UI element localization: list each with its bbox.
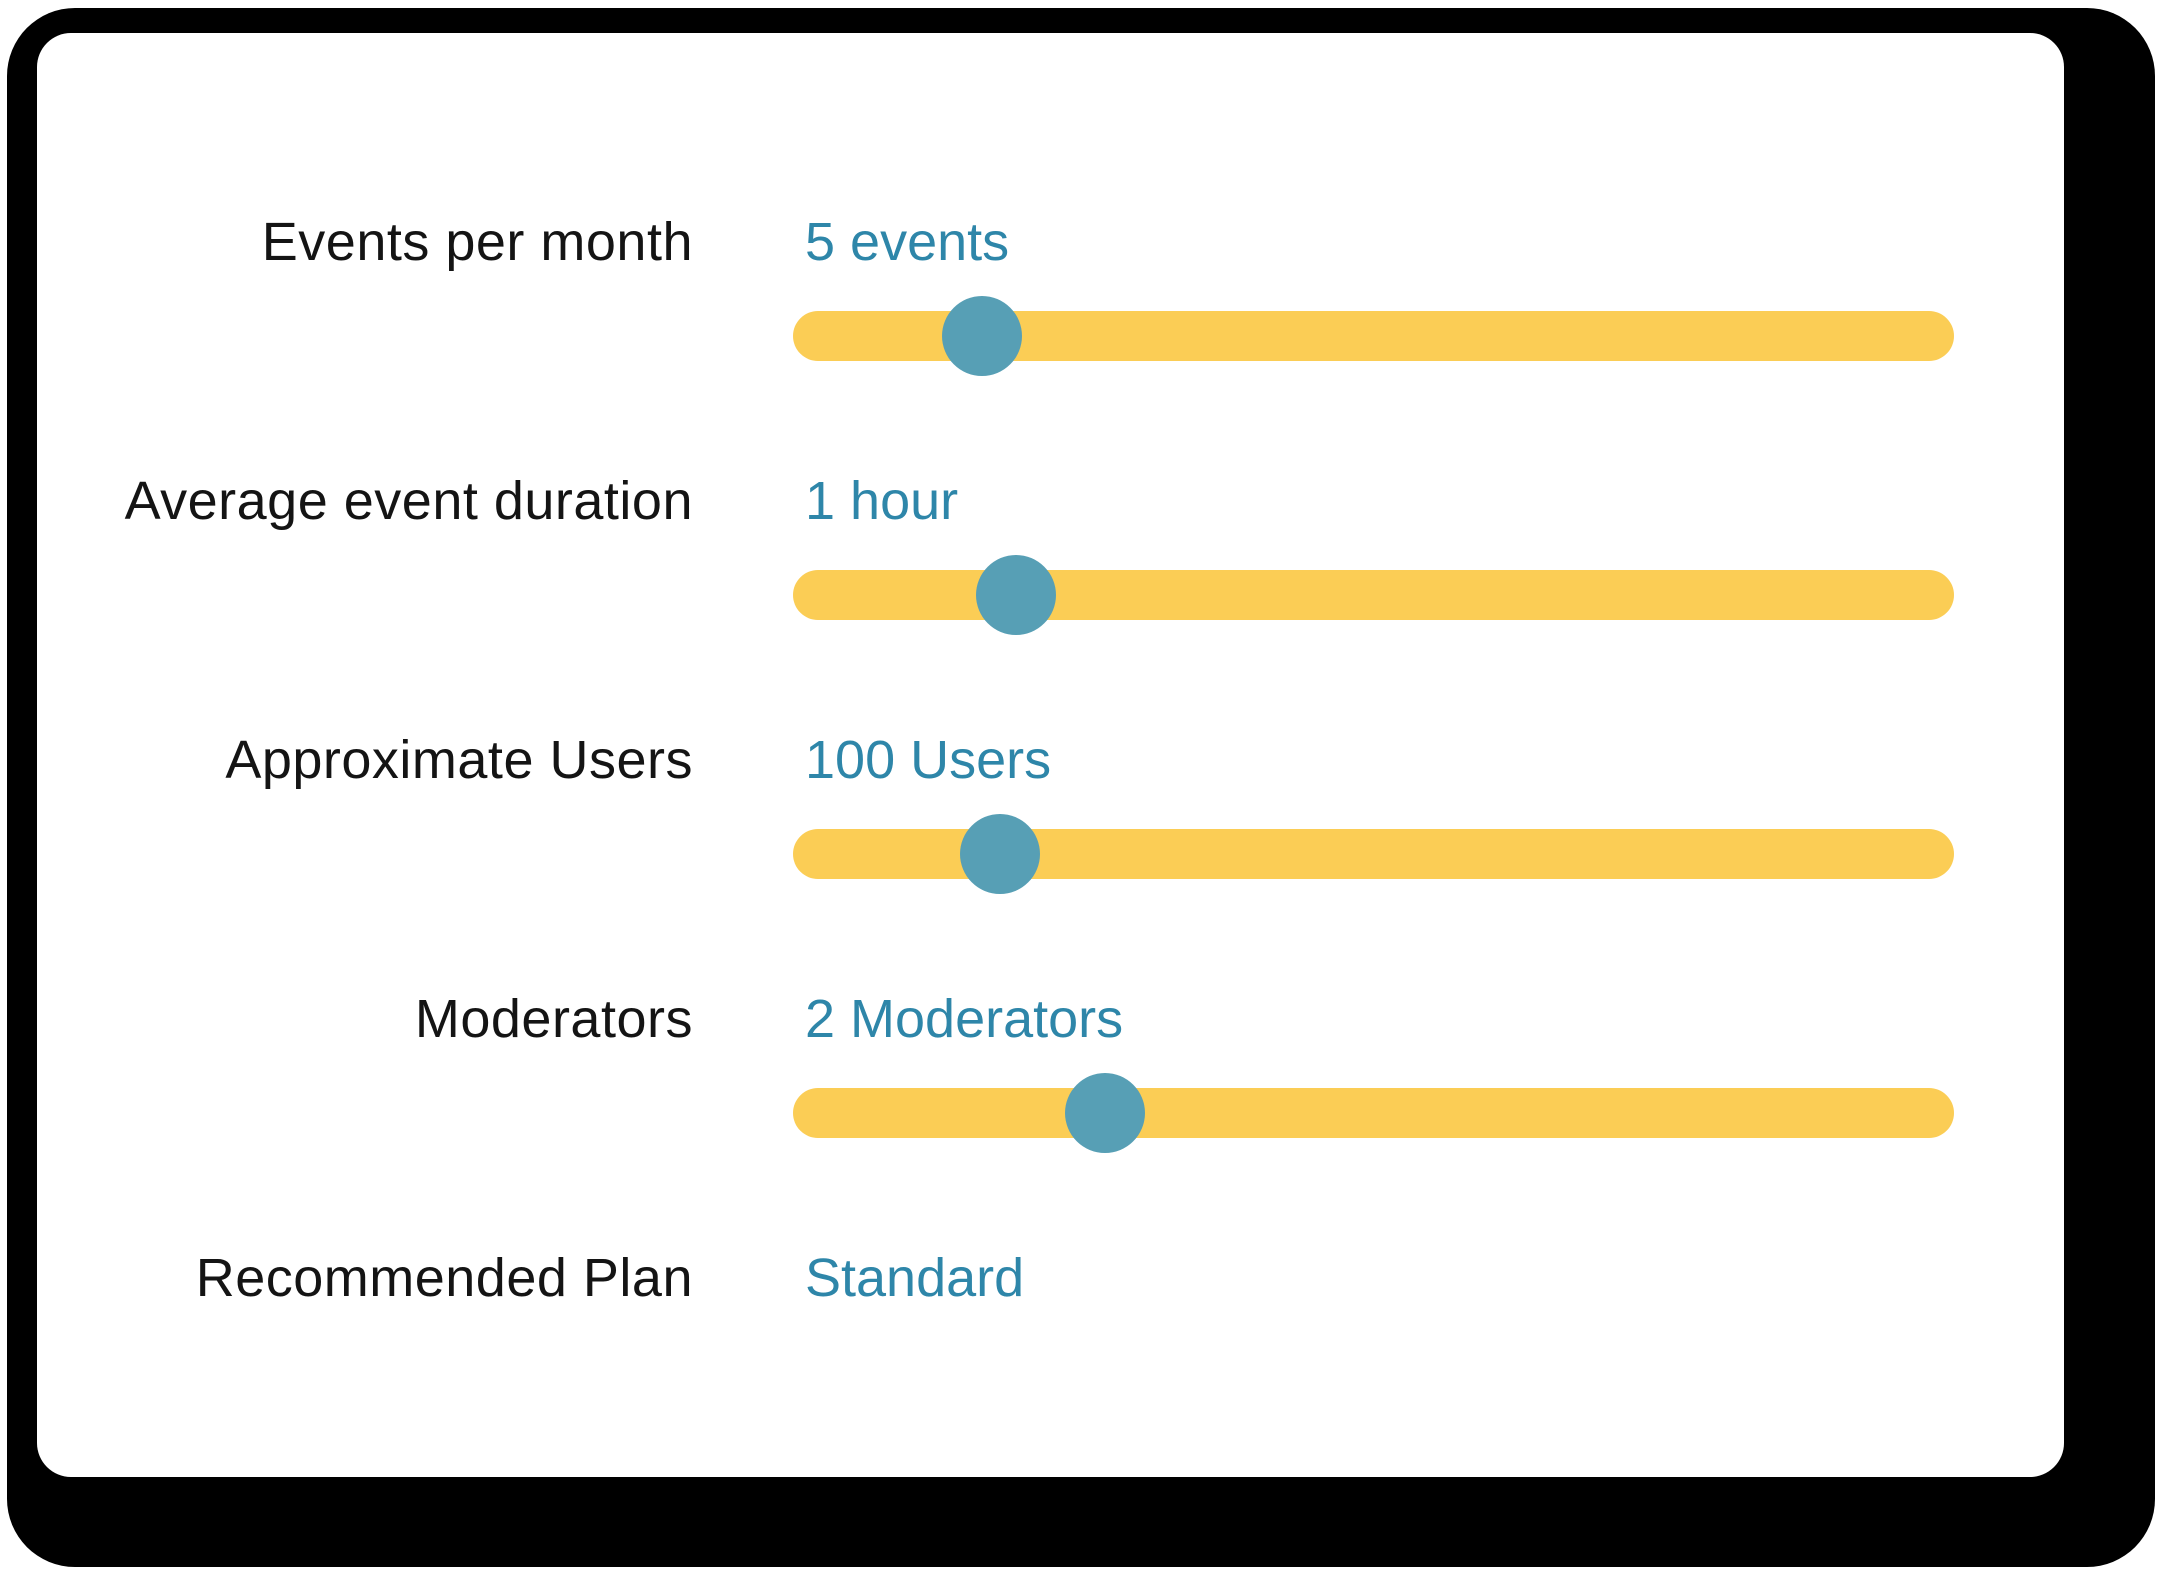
average-event-duration-value: 1 hour xyxy=(805,471,959,531)
calculator-row-users: Approximate Users 100 Users xyxy=(37,727,2064,894)
moderators-slider-track[interactable] xyxy=(793,1073,1954,1153)
moderators-value: 2 Moderators xyxy=(805,989,1124,1049)
calculator-row-moderators: Moderators 2 Moderators xyxy=(37,986,2064,1153)
approximate-users-slider-thumb[interactable] xyxy=(959,814,1040,894)
recommended-plan-value: Standard xyxy=(805,1248,1025,1308)
average-event-duration-label: Average event duration xyxy=(124,471,693,531)
recommended-plan-label: Recommended Plan xyxy=(195,1248,693,1308)
pricing-calculator-card: Events per month 5 events Average event … xyxy=(37,33,2064,1477)
moderators-slider-thumb[interactable] xyxy=(1065,1073,1146,1153)
calculator-row-events: Events per month 5 events xyxy=(37,209,2064,376)
events-per-month-slider-track[interactable] xyxy=(793,296,1954,376)
calculator-row-duration: Average event duration 1 hour xyxy=(37,468,2064,635)
approximate-users-label: Approximate Users xyxy=(225,730,693,790)
average-event-duration-slider-thumb[interactable] xyxy=(975,555,1056,635)
average-event-duration-control: 1 hour xyxy=(793,468,1954,635)
approximate-users-control: 100 Users xyxy=(793,727,1954,894)
moderators-label: Moderators xyxy=(414,989,693,1049)
moderators-control: 2 Moderators xyxy=(793,986,1954,1153)
events-per-month-label: Events per month xyxy=(261,212,693,272)
events-per-month-value: 5 events xyxy=(805,212,1010,272)
recommended-plan-result: Standard xyxy=(793,1245,1954,1311)
events-per-month-slider-thumb[interactable] xyxy=(942,296,1023,376)
approximate-users-value: 100 Users xyxy=(805,730,1052,790)
events-per-month-control: 5 events xyxy=(793,209,1954,376)
approximate-users-slider-track[interactable] xyxy=(793,814,1954,894)
calculator-row-recommended-plan: Recommended Plan Standard xyxy=(37,1245,2064,1311)
average-event-duration-slider-track[interactable] xyxy=(793,555,1954,635)
